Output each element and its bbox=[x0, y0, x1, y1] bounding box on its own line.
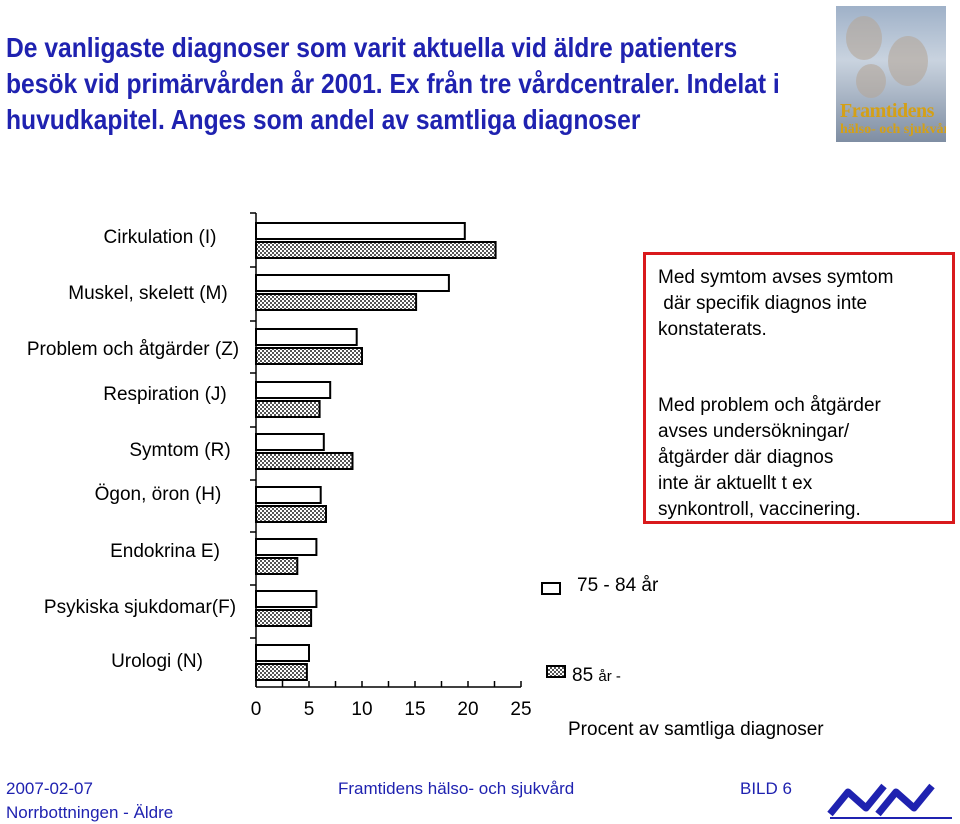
x-tick-label: 0 bbox=[251, 699, 262, 720]
category-label: Psykiska sjukdomar(F) bbox=[43, 597, 237, 618]
title-line-2: besök vid primärvården år 2001. Ex från … bbox=[6, 68, 780, 99]
note-symtom: Med symtom avses symtom där specifik dia… bbox=[658, 265, 952, 343]
title-line-1: De vanligaste diagnoser som varit aktuel… bbox=[6, 32, 738, 63]
x-tick-label: 15 bbox=[404, 699, 425, 720]
bar-85-plus-2 bbox=[255, 347, 363, 365]
legend-label-85-unit: år - bbox=[598, 668, 621, 685]
bar-85-plus-7 bbox=[255, 609, 313, 627]
legend-label-85-plus: 85 år - bbox=[572, 665, 621, 687]
legend-swatch-75-84 bbox=[541, 582, 561, 595]
bars-group bbox=[255, 222, 497, 681]
category-label: Muskel, skelett (M) bbox=[68, 283, 228, 304]
axes-group bbox=[250, 212, 522, 688]
category-label: Endokrina E) bbox=[110, 541, 220, 562]
legend-swatch-85-plus bbox=[546, 665, 566, 678]
footer-slide-number: BILD 6 bbox=[740, 779, 792, 798]
bar-75-84-0 bbox=[255, 222, 466, 240]
legend-label-75-84: 75 - 84 år bbox=[577, 575, 659, 596]
category-label: Cirkulation (I) bbox=[103, 227, 217, 248]
explanation-box: Med symtom avses symtom där specifik dia… bbox=[643, 252, 955, 524]
logo-photo-face bbox=[888, 36, 928, 86]
category-label: Symtom (R) bbox=[129, 440, 231, 461]
logo-photo-face bbox=[856, 64, 886, 98]
bar-85-plus-3 bbox=[255, 400, 321, 418]
nll-logo-stroke bbox=[827, 783, 887, 817]
nll-logo-stroke bbox=[875, 783, 935, 817]
note-problem: Med problem och åtgärder avses undersökn… bbox=[658, 393, 881, 523]
bar-75-84-1 bbox=[255, 274, 450, 292]
tick-labels-group: 0 5 10 15 20 25 bbox=[251, 699, 532, 720]
bar-75-84-2 bbox=[255, 328, 358, 346]
note-line: Med problem och åtgärder bbox=[658, 395, 881, 416]
bar-75-84-3 bbox=[255, 381, 332, 399]
bar-85-plus-8 bbox=[255, 663, 308, 681]
bar-85-plus-0 bbox=[255, 241, 497, 259]
x-tick-label: 5 bbox=[304, 699, 315, 720]
bar-85-plus-6 bbox=[255, 557, 299, 575]
note-line: inte är aktuellt t ex bbox=[658, 473, 813, 494]
bar-75-84-8 bbox=[255, 644, 310, 662]
logo-text-main: Framtidens bbox=[840, 100, 934, 122]
bar-85-plus-4 bbox=[255, 452, 354, 470]
framtidens-logo: Framtidens hälso- och sjukvård bbox=[836, 6, 946, 142]
bar-75-84-7 bbox=[255, 590, 318, 608]
category-label: Problem och åtgärder (Z) bbox=[26, 339, 240, 360]
logo-photo-face bbox=[846, 16, 882, 60]
bar-85-plus-5 bbox=[255, 505, 327, 523]
category-label: Respiration (J) bbox=[103, 384, 227, 405]
note-line: avses undersökningar/ bbox=[658, 421, 850, 442]
x-tick-label: 20 bbox=[457, 699, 478, 720]
x-tick-label: 25 bbox=[510, 699, 531, 720]
note-line: konstaterats. bbox=[658, 319, 767, 340]
category-label: Ögon, öron (H) bbox=[94, 484, 222, 505]
logo-text-sub: hälso- och sjukvård bbox=[840, 122, 946, 137]
note-line: åtgärder där diagnos bbox=[658, 447, 834, 468]
x-axis-label: Procent av samtliga diagnoser bbox=[568, 719, 824, 740]
title-line-3: huvudkapitel. Anges som andel av samtlig… bbox=[6, 104, 641, 135]
category-label: Urologi (N) bbox=[111, 651, 203, 672]
footer-center: Framtidens hälso- och sjukvård bbox=[338, 779, 575, 798]
footer-date: 2007-02-07 bbox=[6, 779, 93, 798]
bar-75-84-5 bbox=[255, 486, 322, 504]
note-line: Med symtom avses symtom bbox=[658, 267, 894, 288]
bar-75-84-6 bbox=[255, 538, 318, 556]
nll-logo bbox=[827, 783, 952, 819]
bar-75-84-4 bbox=[255, 433, 325, 451]
bar-85-plus-1 bbox=[255, 293, 418, 311]
note-line: där specifik diagnos inte bbox=[658, 293, 868, 314]
x-tick-label: 10 bbox=[351, 699, 372, 720]
slide-title: De vanligaste diagnoser som varit aktuel… bbox=[6, 30, 780, 138]
note-line: synkontroll, vaccinering. bbox=[658, 499, 861, 520]
footer-org: Norrbottningen - Äldre bbox=[6, 803, 174, 822]
legend-label-85-main: 85 bbox=[572, 665, 594, 686]
